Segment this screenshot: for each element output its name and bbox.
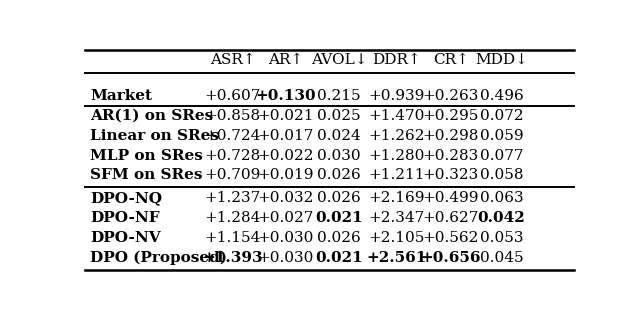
Text: DDR↑: DDR↑: [372, 52, 420, 67]
Text: +0.939: +0.939: [368, 89, 424, 103]
Text: +0.728: +0.728: [204, 148, 260, 162]
Text: +1.280: +1.280: [368, 148, 424, 162]
Text: +1.154: +1.154: [204, 231, 260, 245]
Text: SFM on SRes: SFM on SRes: [90, 168, 202, 182]
Text: CR↑: CR↑: [433, 52, 468, 67]
Text: +0.030: +0.030: [258, 251, 314, 265]
Text: +0.298: +0.298: [422, 128, 479, 142]
Text: 0.026: 0.026: [317, 192, 361, 206]
Text: DPO-NV: DPO-NV: [90, 231, 161, 245]
Text: 0.021: 0.021: [316, 211, 363, 225]
Text: +0.030: +0.030: [258, 231, 314, 245]
Text: +0.724: +0.724: [204, 128, 260, 142]
Text: +0.019: +0.019: [257, 168, 314, 182]
Text: AR↑: AR↑: [268, 52, 303, 67]
Text: +0.607: +0.607: [204, 89, 260, 103]
Text: +0.263: +0.263: [422, 89, 479, 103]
Text: 0.026: 0.026: [317, 168, 361, 182]
Text: 0.053: 0.053: [480, 231, 524, 245]
Text: +0.295: +0.295: [422, 109, 479, 123]
Text: +0.130: +0.130: [255, 89, 316, 103]
Text: 0.072: 0.072: [480, 109, 524, 123]
Text: +2.169: +2.169: [368, 192, 424, 206]
Text: +0.323: +0.323: [422, 168, 479, 182]
Text: MLP on SRes: MLP on SRes: [90, 148, 203, 162]
Text: +0.027: +0.027: [258, 211, 314, 225]
Text: +0.709: +0.709: [204, 168, 260, 182]
Text: AVOL↓: AVOL↓: [311, 52, 367, 67]
Text: +0.021: +0.021: [257, 109, 314, 123]
Text: +1.262: +1.262: [368, 128, 424, 142]
Text: +1.393: +1.393: [202, 251, 263, 265]
Text: +0.022: +0.022: [257, 148, 314, 162]
Text: 0.058: 0.058: [480, 168, 524, 182]
Text: 0.042: 0.042: [477, 211, 525, 225]
Text: +2.561: +2.561: [366, 251, 426, 265]
Text: DPO-NQ: DPO-NQ: [90, 192, 162, 206]
Text: 0.496: 0.496: [480, 89, 524, 103]
Text: +0.017: +0.017: [258, 128, 314, 142]
Text: 0.215: 0.215: [317, 89, 361, 103]
Text: +2.105: +2.105: [368, 231, 424, 245]
Text: 0.021: 0.021: [316, 251, 363, 265]
Text: Market: Market: [90, 89, 152, 103]
Text: +1.237: +1.237: [204, 192, 260, 206]
Text: 0.059: 0.059: [480, 128, 524, 142]
Text: +0.283: +0.283: [422, 148, 479, 162]
Text: +0.656: +0.656: [420, 251, 481, 265]
Text: 0.024: 0.024: [317, 128, 361, 142]
Text: DPO-NF: DPO-NF: [90, 211, 159, 225]
Text: 0.045: 0.045: [480, 251, 524, 265]
Text: Linear on SRes: Linear on SRes: [90, 128, 219, 142]
Text: +0.562: +0.562: [422, 231, 479, 245]
Text: ASR↑: ASR↑: [210, 52, 255, 67]
Text: +0.032: +0.032: [258, 192, 314, 206]
Text: +0.499: +0.499: [422, 192, 479, 206]
Text: DPO (Proposed): DPO (Proposed): [90, 251, 227, 265]
Text: +0.627: +0.627: [422, 211, 479, 225]
Text: +1.284: +1.284: [204, 211, 260, 225]
Text: +2.347: +2.347: [368, 211, 424, 225]
Text: 0.030: 0.030: [317, 148, 361, 162]
Text: 0.063: 0.063: [480, 192, 524, 206]
Text: 0.026: 0.026: [317, 231, 361, 245]
Text: AR(1) on SRes: AR(1) on SRes: [90, 109, 213, 123]
Text: +1.211: +1.211: [368, 168, 424, 182]
Text: MDD↓: MDD↓: [475, 52, 528, 67]
Text: +1.470: +1.470: [368, 109, 424, 123]
Text: 0.025: 0.025: [317, 109, 361, 123]
Text: 0.077: 0.077: [480, 148, 524, 162]
Text: +0.858: +0.858: [204, 109, 260, 123]
